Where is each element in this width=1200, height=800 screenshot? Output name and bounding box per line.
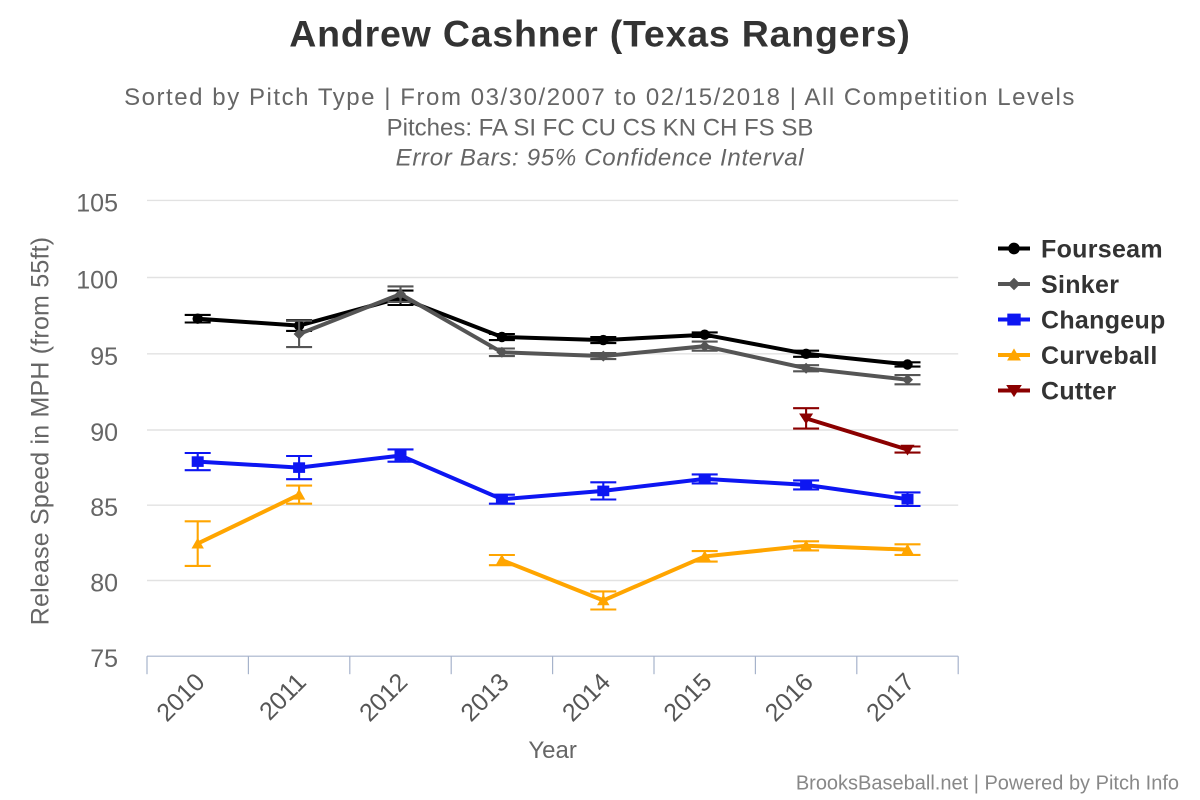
svg-text:85: 85 <box>90 494 118 522</box>
svg-text:100: 100 <box>76 267 118 295</box>
svg-text:BrooksBaseball.net | Powered b: BrooksBaseball.net | Powered by Pitch In… <box>796 773 1179 795</box>
svg-text:Sorted by Pitch Type | From 03: Sorted by Pitch Type | From 03/30/2007 t… <box>124 84 1076 111</box>
svg-text:Year: Year <box>528 737 577 764</box>
svg-text:Cutter: Cutter <box>1041 378 1116 406</box>
svg-text:Curveball: Curveball <box>1041 342 1158 370</box>
svg-text:105: 105 <box>76 189 118 217</box>
svg-text:Error Bars: 95% Confidence Int: Error Bars: 95% Confidence Interval <box>396 144 805 171</box>
svg-text:Andrew Cashner (Texas Rangers): Andrew Cashner (Texas Rangers) <box>289 12 910 54</box>
svg-text:Fourseam: Fourseam <box>1041 236 1163 264</box>
svg-text:Changeup: Changeup <box>1041 307 1166 335</box>
svg-text:95: 95 <box>90 343 118 371</box>
svg-text:80: 80 <box>90 570 118 598</box>
svg-text:Pitches: FA SI FC CU CS KN CH: Pitches: FA SI FC CU CS KN CH FS SB <box>387 115 814 142</box>
svg-text:90: 90 <box>90 419 118 447</box>
svg-text:Release Speed in MPH (from 55f: Release Speed in MPH (from 55ft) <box>27 237 55 626</box>
svg-text:75: 75 <box>90 645 118 673</box>
svg-text:Sinker: Sinker <box>1041 271 1119 299</box>
